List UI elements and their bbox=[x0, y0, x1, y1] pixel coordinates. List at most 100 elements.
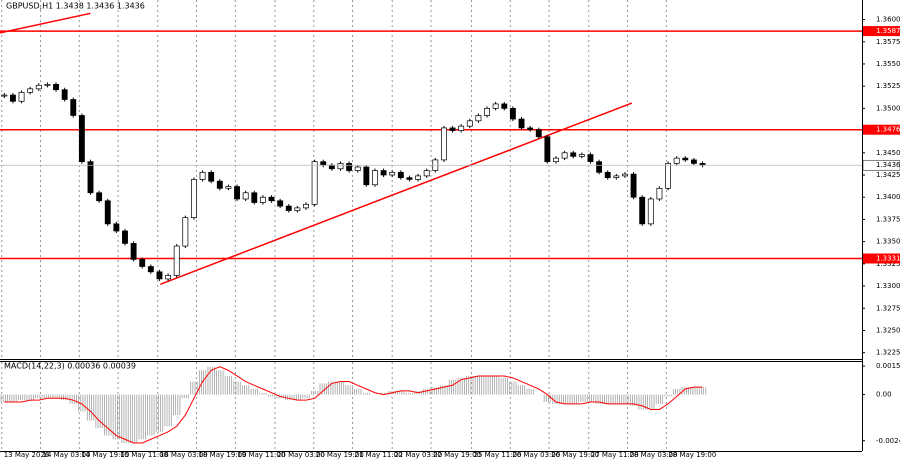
y-tick-label: 1.3275 bbox=[876, 304, 900, 312]
candle bbox=[320, 161, 327, 166]
candle bbox=[682, 157, 689, 161]
candle bbox=[61, 89, 68, 100]
candle bbox=[406, 177, 413, 180]
candle bbox=[397, 171, 404, 179]
candle bbox=[570, 152, 577, 157]
candle bbox=[449, 127, 456, 131]
candle bbox=[596, 161, 603, 173]
macd-header: MACD(14,22,3) 0.00036 0.00039 bbox=[4, 362, 136, 371]
candle bbox=[191, 179, 197, 218]
x-tick-label: 22 May 03:00 bbox=[394, 451, 442, 459]
candle bbox=[578, 154, 585, 157]
candle bbox=[113, 223, 120, 232]
x-tick-label: 26 May 19:00 bbox=[551, 451, 599, 459]
candle bbox=[259, 196, 266, 203]
candle bbox=[70, 99, 77, 116]
y-tick-label: 1.3575 bbox=[876, 38, 900, 46]
candle bbox=[182, 217, 189, 247]
candle bbox=[673, 157, 680, 164]
candle bbox=[27, 88, 34, 93]
candle bbox=[647, 198, 654, 225]
y-tick-label: -0.00248 bbox=[876, 437, 900, 445]
y-tick-label: 1.3425 bbox=[876, 171, 900, 179]
candle bbox=[587, 154, 594, 163]
candle bbox=[242, 192, 249, 200]
level-label-box bbox=[863, 124, 900, 135]
candle bbox=[604, 171, 611, 179]
candle bbox=[303, 203, 309, 209]
y-tick-label: 1.3325 bbox=[876, 260, 900, 268]
x-tick-label: 18 May 19:00 bbox=[199, 451, 247, 459]
candle bbox=[285, 205, 292, 211]
level-label: 1.3476 bbox=[876, 126, 900, 134]
candle bbox=[268, 196, 275, 202]
x-tick-label: 25 May 11:00 bbox=[474, 451, 522, 459]
candle bbox=[501, 103, 508, 109]
x-tick-label: 13 May 2026 bbox=[4, 451, 50, 459]
candle bbox=[35, 84, 42, 90]
candle bbox=[294, 207, 301, 211]
candle bbox=[216, 180, 223, 189]
x-tick-label: 14 May 19:00 bbox=[81, 451, 129, 459]
x-tick-label: 20 May 03:00 bbox=[277, 451, 325, 459]
candle bbox=[509, 108, 516, 120]
candle bbox=[208, 171, 215, 182]
level-label: 1.3587 bbox=[876, 27, 900, 35]
x-tick-label: 15 May 11:00 bbox=[120, 451, 168, 459]
candle bbox=[690, 159, 697, 164]
x-tick-label: 28 May 19:00 bbox=[668, 451, 716, 459]
last-price-box bbox=[862, 159, 900, 171]
y-tick-label: 1.3375 bbox=[876, 215, 900, 223]
x-tick-label: 14 May 03:00 bbox=[43, 451, 91, 459]
y-tick-label: 1.3225 bbox=[876, 349, 900, 357]
candle bbox=[78, 115, 85, 163]
candle bbox=[251, 192, 258, 203]
y-tick-label: 1.3600 bbox=[876, 16, 900, 24]
y-tick-label: 0.00 bbox=[876, 391, 892, 399]
candle bbox=[440, 127, 447, 161]
candle bbox=[173, 245, 180, 276]
x-tick-label: 19 May 11:00 bbox=[237, 451, 285, 459]
y-tick-label: 0.00153 bbox=[876, 362, 900, 370]
candle bbox=[535, 129, 542, 138]
level-label-box bbox=[863, 253, 900, 264]
y-tick-label: 1.3250 bbox=[876, 326, 900, 334]
signal-line bbox=[4, 366, 703, 444]
chart-header: GBPUSD,H1 1.3438 1.3436 1.3436 bbox=[6, 2, 145, 11]
candle bbox=[53, 84, 59, 91]
candle bbox=[199, 171, 206, 180]
x-tick-label: 21 May 11:00 bbox=[355, 451, 403, 459]
candle bbox=[346, 163, 353, 171]
candle bbox=[1, 94, 8, 97]
y-tick-label: 1.3400 bbox=[876, 193, 900, 201]
candle bbox=[277, 200, 284, 207]
y-tick-label: 1.3300 bbox=[876, 282, 900, 290]
candle bbox=[337, 163, 344, 170]
candle bbox=[44, 84, 51, 86]
candle bbox=[104, 200, 111, 225]
candle bbox=[139, 259, 146, 267]
candle bbox=[354, 166, 361, 171]
candle bbox=[147, 266, 154, 273]
candle bbox=[415, 175, 422, 180]
candle bbox=[156, 271, 163, 280]
candle bbox=[9, 94, 16, 102]
candle bbox=[518, 118, 525, 129]
last-price-label: 1.3436 bbox=[876, 161, 900, 169]
candle bbox=[225, 186, 232, 189]
x-tick-label: 22 May 19:00 bbox=[433, 451, 481, 459]
trend-line bbox=[0, 12, 91, 34]
candle bbox=[622, 173, 628, 177]
candle bbox=[466, 120, 473, 127]
candle bbox=[492, 103, 499, 109]
x-tick-label: 26 May 03:00 bbox=[512, 451, 560, 459]
candle bbox=[87, 161, 94, 194]
candle bbox=[553, 157, 559, 163]
candle bbox=[18, 92, 25, 102]
y-tick-label: 1.3500 bbox=[876, 104, 900, 112]
candle bbox=[423, 170, 430, 177]
candle bbox=[372, 170, 378, 186]
x-tick-label: 27 May 11:00 bbox=[591, 451, 639, 459]
level-label-box bbox=[863, 26, 900, 37]
candle bbox=[527, 127, 534, 131]
